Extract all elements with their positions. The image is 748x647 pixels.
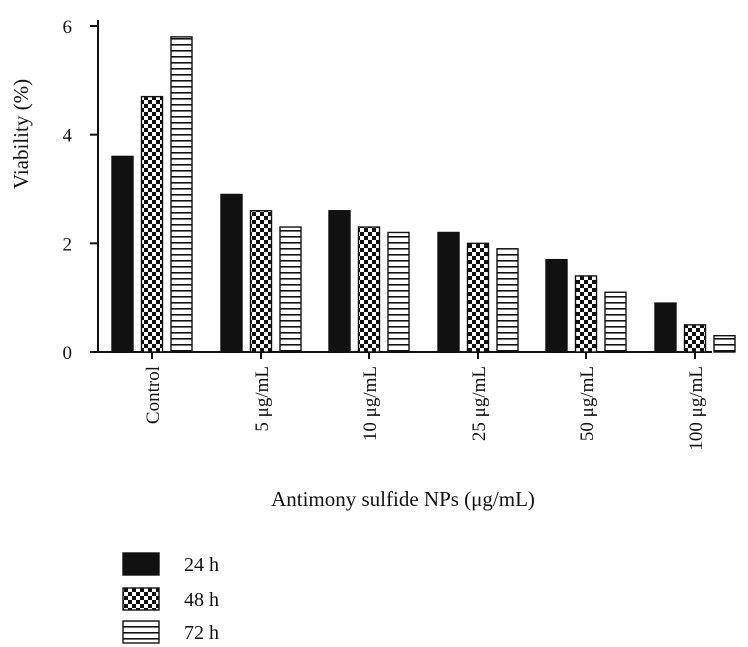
bar xyxy=(112,156,133,352)
y-tick-label: 6 xyxy=(63,17,73,38)
y-tick-label: 0 xyxy=(63,343,73,364)
x-axis-label: Antimony sulfide NPs (μg/mL) xyxy=(271,487,535,511)
y-tick-label: 4 xyxy=(63,126,73,147)
bar xyxy=(685,325,706,352)
bar xyxy=(714,336,735,352)
bar xyxy=(468,243,489,352)
legend-label: 48 h xyxy=(184,589,219,611)
bar xyxy=(251,211,272,352)
legend-swatch xyxy=(123,553,159,575)
bar xyxy=(546,260,567,352)
legend: 24 h 48 h 72 h xyxy=(123,553,219,644)
y-tick-label: 2 xyxy=(63,234,73,255)
legend-item: 48 h xyxy=(123,588,219,611)
x-tick-label: 100 μg/mL xyxy=(686,366,707,451)
y-axis-label: Viability (%) xyxy=(9,79,33,189)
legend-item: 24 h xyxy=(123,553,219,576)
legend-label: 24 h xyxy=(184,554,219,576)
x-tick-label: 10 μg/mL xyxy=(360,366,381,441)
bar xyxy=(388,232,409,352)
bar xyxy=(142,97,163,352)
bar xyxy=(221,194,242,352)
legend-label: 72 h xyxy=(184,622,219,644)
legend-item: 72 h xyxy=(123,621,219,644)
bars xyxy=(112,37,735,352)
bar xyxy=(171,37,192,352)
bar xyxy=(655,303,676,352)
bar xyxy=(605,292,626,352)
bar xyxy=(438,232,459,352)
x-tick-label: 5 μg/mL xyxy=(252,366,273,432)
legend-swatch xyxy=(123,621,159,643)
bar xyxy=(359,227,380,352)
x-tick-label: 50 μg/mL xyxy=(577,366,598,441)
bar xyxy=(280,227,301,352)
bar xyxy=(576,276,597,352)
x-tick-label: Control xyxy=(143,366,164,424)
bar xyxy=(497,249,518,352)
x-tick-labels: Control 5 μg/mL 10 μg/mL 25 μg/mL 50 μg/mL 10… xyxy=(143,366,707,451)
legend-swatch xyxy=(123,588,159,610)
bar xyxy=(329,211,350,352)
x-tick-label: 25 μg/mL xyxy=(469,366,490,441)
